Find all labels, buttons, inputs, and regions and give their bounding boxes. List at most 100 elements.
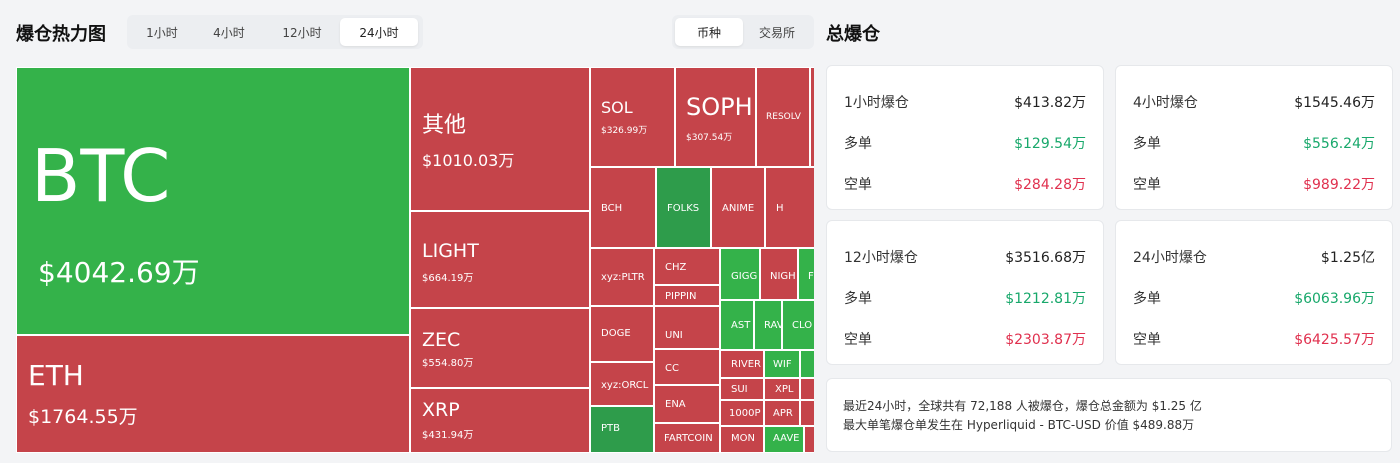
cell-symbol: SOPH bbox=[686, 93, 753, 121]
long-value: $129.54万 bbox=[1014, 136, 1086, 152]
long-value: $556.24万 bbox=[1303, 136, 1375, 152]
tab-by-exchange[interactable]: 交易所 bbox=[758, 25, 795, 40]
treemap-cell-sol[interactable]: SOL $326.99万 bbox=[590, 67, 675, 167]
long-label: 多单 bbox=[1133, 291, 1161, 307]
treemap-cell-unlabeled[interactable] bbox=[804, 426, 814, 453]
treemap-cell-others[interactable]: 其他 $1010.03万 bbox=[410, 67, 590, 211]
treemap-cell-wif[interactable]: WIF bbox=[764, 350, 800, 378]
long-value: $6063.96万 bbox=[1294, 291, 1375, 307]
group-by-tabs: 币种 交易所 bbox=[672, 15, 814, 49]
tab-by-coin[interactable]: 币种 bbox=[675, 18, 743, 46]
short-value: $989.22万 bbox=[1303, 177, 1375, 193]
treemap-cell-rav[interactable]: RAV bbox=[754, 300, 782, 350]
liquidation-treemap: BTC $4042.69万 ETH $1764.55万 其他 $1010.03万… bbox=[16, 67, 814, 453]
treemap-cell-ast[interactable]: AST bbox=[720, 300, 754, 350]
short-value: $6425.57万 bbox=[1294, 332, 1375, 348]
treemap-cell-unlabeled[interactable] bbox=[810, 67, 814, 167]
card-title: 4小时爆仓 bbox=[1133, 95, 1198, 111]
cell-symbol: GIGG bbox=[731, 271, 758, 282]
treemap-cell-ptb[interactable]: PTB bbox=[590, 406, 654, 453]
cell-value: $307.54万 bbox=[686, 133, 733, 143]
treemap-cell-folks[interactable]: FOLKS bbox=[656, 167, 711, 248]
treemap-cell-river[interactable]: RIVER bbox=[720, 350, 764, 378]
treemap-cell-sui[interactable]: SUI bbox=[720, 378, 764, 400]
cell-symbol: UNI bbox=[665, 330, 683, 341]
cell-symbol: BTC bbox=[31, 134, 171, 218]
card-total: $413.82万 bbox=[1014, 95, 1086, 111]
treemap-cell-gigg[interactable]: GIGG bbox=[720, 248, 760, 300]
time-range-tabs: 1小时 4小时 12小时 24小时 bbox=[127, 15, 423, 49]
cell-symbol: SUI bbox=[731, 384, 748, 395]
treemap-cell-unlabeled[interactable] bbox=[800, 350, 814, 378]
treemap-cell-aave[interactable]: AAVE bbox=[764, 426, 804, 453]
cell-symbol: xyz:PLTR bbox=[601, 272, 645, 283]
cell-symbol: BCH bbox=[601, 203, 623, 214]
treemap-cell-doge[interactable]: DOGE bbox=[590, 306, 654, 362]
card-title: 12小时爆仓 bbox=[844, 250, 918, 266]
tab-12h[interactable]: 12小时 bbox=[282, 25, 322, 40]
long-value: $1212.81万 bbox=[1005, 291, 1086, 307]
treemap-cell-fartcoin[interactable]: FARTCOIN bbox=[654, 423, 720, 453]
treemap-cell-h[interactable]: H bbox=[765, 167, 814, 248]
treemap-cell-1000p[interactable]: 1000P bbox=[720, 400, 764, 426]
treemap-cell-xrp[interactable]: XRP $431.94万 bbox=[410, 388, 590, 453]
cell-symbol: CHZ bbox=[665, 262, 687, 273]
treemap-cell-anime[interactable]: ANIME bbox=[711, 167, 765, 248]
treemap-cell-ena[interactable]: ENA bbox=[654, 385, 720, 423]
long-label: 多单 bbox=[1133, 136, 1161, 152]
treemap-cell-unlabeled[interactable] bbox=[800, 400, 814, 426]
treemap-cell-light[interactable]: LIGHT $664.19万 bbox=[410, 211, 590, 308]
cell-symbol: RAV bbox=[764, 320, 782, 331]
cell-symbol: CC bbox=[665, 363, 679, 374]
cell-symbol: ANIME bbox=[722, 203, 755, 214]
treemap-cell-clo[interactable]: CLO bbox=[782, 300, 814, 350]
card-1h: 1小时爆仓 $413.82万 多单 $129.54万 空单 $284.28万 bbox=[826, 65, 1104, 210]
treemap-cell-soph[interactable]: SOPH $307.54万 bbox=[675, 67, 756, 167]
tab-4h[interactable]: 4小时 bbox=[213, 25, 245, 40]
cell-symbol: 1000P bbox=[729, 408, 761, 419]
cell-symbol: DOGE bbox=[601, 328, 631, 339]
treemap-cell-unlabeled[interactable] bbox=[800, 378, 814, 400]
treemap-cell-nigh[interactable]: NIGH bbox=[760, 248, 798, 300]
short-label: 空单 bbox=[844, 177, 872, 193]
card-title: 1小时爆仓 bbox=[844, 95, 909, 111]
cell-symbol: F bbox=[808, 271, 814, 282]
short-value: $2303.87万 bbox=[1005, 332, 1086, 348]
card-24h: 24小时爆仓 $1.25亿 多单 $6063.96万 空单 $6425.57万 bbox=[1115, 220, 1393, 365]
treemap-cell-pippin[interactable]: PIPPIN bbox=[654, 285, 720, 306]
treemap-cell-zec[interactable]: ZEC $554.80万 bbox=[410, 308, 590, 388]
cell-symbol: AST bbox=[731, 320, 751, 331]
short-label: 空单 bbox=[1133, 332, 1161, 348]
treemap-cell-xpl[interactable]: XPL bbox=[764, 378, 800, 400]
long-label: 多单 bbox=[844, 136, 872, 152]
treemap-cell-cc[interactable]: CC bbox=[654, 349, 720, 385]
cell-symbol: 其他 bbox=[422, 113, 467, 138]
summary-note: 最近24小时，全球共有 72,188 人被爆仓，爆仓总金额为 $1.25 亿 最… bbox=[826, 378, 1392, 452]
cell-symbol: APR bbox=[773, 408, 793, 419]
treemap-cell-btc[interactable]: BTC $4042.69万 bbox=[16, 67, 410, 335]
cell-symbol: ZEC bbox=[422, 329, 461, 351]
cell-symbol: XRP bbox=[422, 399, 460, 421]
treemap-cell-xyz-orcl[interactable]: xyz:ORCL bbox=[590, 362, 654, 406]
cell-symbol: MON bbox=[731, 433, 755, 444]
cell-symbol: FARTCOIN bbox=[664, 433, 713, 444]
cell-symbol: FOLKS bbox=[667, 203, 700, 214]
tab-1h[interactable]: 1小时 bbox=[146, 25, 178, 40]
tab-24h[interactable]: 24小时 bbox=[340, 18, 418, 46]
treemap-cell-chz[interactable]: CHZ bbox=[654, 248, 720, 285]
cell-value: $431.94万 bbox=[422, 430, 474, 441]
treemap-cell-mon[interactable]: MON bbox=[720, 426, 764, 453]
treemap-cell-eth[interactable]: ETH $1764.55万 bbox=[16, 335, 410, 453]
cell-symbol: H bbox=[776, 203, 784, 214]
treemap-cell-apr[interactable]: APR bbox=[764, 400, 800, 426]
treemap-cell-f[interactable]: F bbox=[798, 248, 814, 300]
cell-symbol: LIGHT bbox=[422, 240, 479, 262]
treemap-cell-resolv[interactable]: RESOLV bbox=[756, 67, 810, 167]
cell-symbol: ETH bbox=[28, 359, 84, 392]
cell-symbol: AAVE bbox=[773, 433, 800, 444]
treemap-cell-xyz-pltr[interactable]: xyz:PLTR bbox=[590, 248, 654, 306]
treemap-cell-uni[interactable]: UNI bbox=[654, 306, 720, 349]
treemap-cell-bch[interactable]: BCH bbox=[590, 167, 656, 248]
card-total: $3516.68万 bbox=[1005, 250, 1086, 266]
